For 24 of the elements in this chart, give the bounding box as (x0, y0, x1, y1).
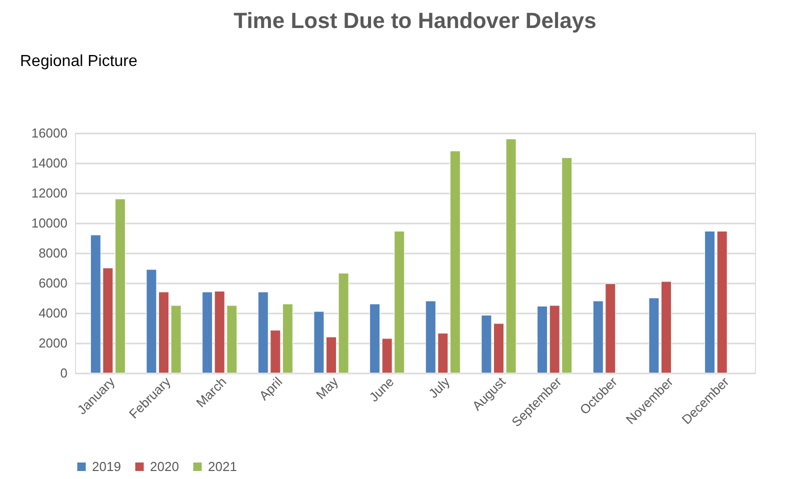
y-tick-label: 12000 (31, 186, 68, 200)
x-tick-label: May (312, 374, 342, 402)
bar (202, 292, 213, 374)
legend-label: 2021 (208, 458, 237, 474)
bar (450, 150, 460, 374)
bar (716, 231, 728, 374)
bar (370, 304, 380, 374)
chart-title: Time Lost Due to Handover Delays (234, 8, 596, 33)
y-tick-label: 16000 (31, 126, 68, 140)
legend-label: 2019 (92, 458, 121, 474)
y-tick-label: 4000 (38, 306, 68, 320)
bar (282, 304, 293, 374)
y-tick-label: 14000 (31, 156, 68, 170)
bar (114, 198, 126, 374)
y-tick-label: 0 (60, 366, 68, 380)
y-tick-label: 6000 (38, 276, 68, 290)
y-tick-label: 2000 (38, 336, 68, 350)
legend-label: 2020 (150, 458, 179, 474)
y-tick-label: 8000 (38, 246, 68, 260)
text: Regional Picture (20, 53, 138, 70)
bar (537, 306, 548, 374)
bar (704, 231, 716, 374)
x-tick-label: July (426, 374, 453, 402)
y-tick-label: 10000 (31, 216, 68, 230)
